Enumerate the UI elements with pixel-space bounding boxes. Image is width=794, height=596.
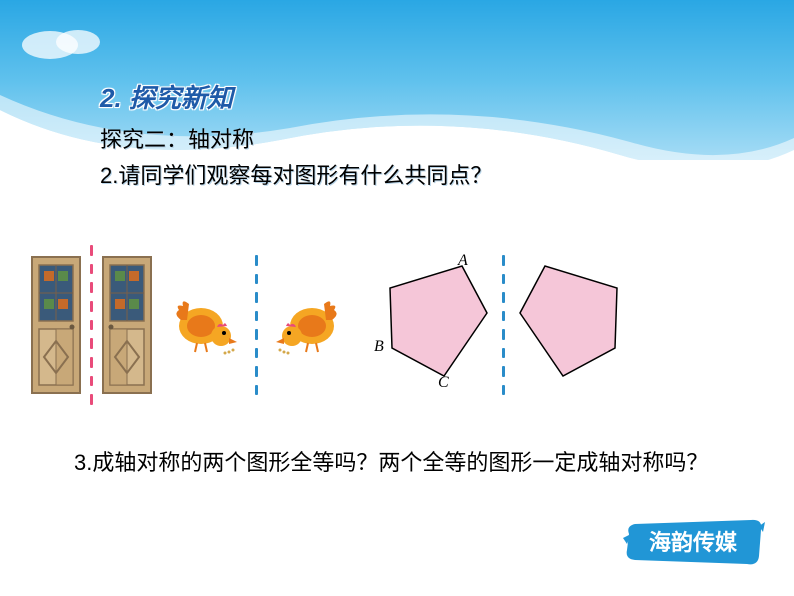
chicken-pair	[171, 255, 342, 395]
label-b: B	[374, 338, 384, 356]
logo-badge: 海韵传媒	[621, 516, 766, 571]
figures-row: A B C	[30, 245, 635, 405]
subtitle: 探究二：轴对称	[100, 122, 254, 154]
question-2: 2.请同学们观察每对图形有什么共同点？	[100, 158, 492, 190]
pentagon-right	[515, 258, 635, 393]
door-right	[101, 255, 153, 395]
axis-line-red	[90, 245, 93, 405]
slide: 2. 探究新知 探究二：轴对称 2.请同学们观察每对图形有什么共同点？	[0, 0, 794, 596]
question-3: 3.成轴对称的两个图形全等吗？两个全等的图形一定成轴对称吗？	[30, 445, 754, 480]
label-a: A	[458, 252, 468, 270]
section-title: 2. 探究新知	[100, 78, 233, 115]
axis-line-blue-1	[255, 255, 258, 395]
chicken-right	[272, 290, 342, 360]
door-left	[30, 255, 82, 395]
door-pair	[30, 245, 153, 405]
label-c: C	[438, 374, 449, 392]
pentagon-pair: A B C	[372, 255, 635, 395]
pentagon-left: A B C	[372, 258, 492, 393]
chicken-left	[171, 290, 241, 360]
axis-line-blue-2	[502, 255, 505, 395]
logo-text: 海韵传媒	[649, 530, 738, 555]
